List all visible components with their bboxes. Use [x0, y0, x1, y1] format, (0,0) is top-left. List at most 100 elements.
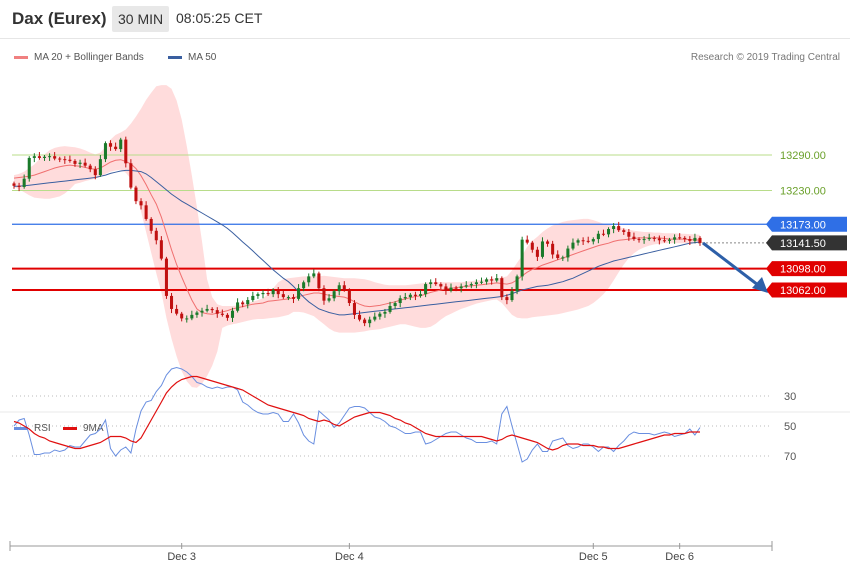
- ma20-line: [13, 159, 701, 315]
- candle-body-131: [678, 237, 682, 239]
- candle-body-100: [520, 239, 524, 277]
- legend-ma20: MA 20 + Bollinger Bands: [14, 52, 144, 63]
- candle-body-69: [363, 319, 367, 324]
- candle-body-104: [540, 241, 544, 257]
- candle-body-107: [556, 254, 560, 259]
- 9ma-line: [13, 375, 700, 451]
- candle-body-63: [332, 291, 336, 299]
- rsi-tick-2: 70: [784, 451, 796, 463]
- candle-body-19: [109, 143, 113, 147]
- candle-body-113: [586, 240, 590, 242]
- candle-body-105: [546, 241, 550, 244]
- candle-body-106: [551, 243, 555, 255]
- candle-body-99: [515, 276, 519, 292]
- candle-body-68: [358, 314, 362, 320]
- candle-body-38: [205, 308, 209, 311]
- candle-body-4: [32, 156, 36, 158]
- x-label-2: Dec 5: [579, 551, 608, 563]
- candle-body-59: [312, 273, 316, 277]
- candle-body-97: [505, 297, 509, 301]
- candle-body-121: [627, 231, 631, 237]
- candle-body-61: [322, 288, 326, 301]
- rsi-swatch: [14, 426, 28, 430]
- candle-body-79: [413, 294, 417, 296]
- candle-body-1: [17, 185, 21, 187]
- ma50-line: [13, 169, 701, 316]
- candle-body-8: [53, 156, 57, 159]
- candle-body-129: [667, 239, 672, 241]
- candle-body-22: [124, 139, 128, 164]
- candle-body-133: [688, 239, 692, 241]
- candle-body-42: [225, 314, 229, 318]
- candle-body-98: [510, 291, 514, 301]
- candle-body-36: [195, 312, 199, 315]
- level-label-3: 13141.50: [780, 238, 826, 250]
- symbol-title: Dax (Eurex): [12, 9, 107, 28]
- candle-body-29: [159, 240, 163, 259]
- candle-body-88: [459, 286, 463, 289]
- candle-body-103: [535, 249, 539, 257]
- candle-body-78: [408, 294, 412, 298]
- candle-body-101: [525, 239, 529, 243]
- candle-body-92: [479, 281, 484, 283]
- candle-body-126: [652, 237, 656, 239]
- level-tag-2: [766, 216, 847, 232]
- level-label-4: 13098.00: [780, 264, 826, 276]
- candle-body-127: [657, 238, 661, 241]
- ma20-swatch: [14, 55, 28, 59]
- candle-body-46: [246, 300, 250, 305]
- candle-body-81: [424, 284, 428, 295]
- candle-body-53: [281, 294, 285, 298]
- level-label-0: 13290.00: [780, 150, 826, 162]
- forecast-arrow-shaft: [702, 241, 759, 287]
- level-label-5: 13062.00: [780, 285, 826, 297]
- candle-body-87: [454, 287, 458, 289]
- candle-body-5: [37, 156, 41, 158]
- rsi-tick-0: 30: [784, 391, 796, 403]
- candle-body-2: [22, 178, 26, 187]
- candle-body-41: [220, 313, 224, 315]
- candle-body-76: [398, 298, 402, 304]
- candle-body-80: [418, 294, 423, 296]
- candle-body-24: [134, 187, 138, 202]
- bollinger-band: [14, 85, 700, 388]
- candle-body-91: [474, 282, 478, 285]
- forecast-arrow-head: [752, 277, 768, 293]
- candle-body-20: [114, 146, 118, 150]
- candle-body-49: [261, 292, 265, 295]
- candle-body-27: [149, 218, 153, 231]
- candle-body-118: [612, 226, 616, 230]
- timeframe-button[interactable]: 30 MIN: [112, 6, 170, 32]
- candle-body-83: [434, 282, 438, 285]
- candle-body-109: [566, 248, 570, 258]
- candle-body-3: [27, 157, 31, 179]
- candle-body-44: [236, 302, 240, 311]
- candle-body-96: [500, 278, 504, 298]
- candle-body-114: [591, 239, 595, 242]
- candle-body-25: [139, 201, 143, 206]
- candle-body-40: [215, 310, 219, 314]
- candle-body-75: [393, 303, 397, 306]
- candle-body-72: [378, 313, 382, 317]
- level-tag-5: [766, 282, 847, 298]
- candle-body-0: [12, 183, 16, 186]
- candle-body-73: [383, 311, 387, 314]
- candle-body-84: [439, 284, 443, 287]
- candle-body-66: [347, 290, 351, 304]
- candle-body-54: [286, 297, 290, 299]
- candle-body-71: [373, 316, 377, 320]
- candle-body-112: [581, 240, 585, 242]
- legend-rsi: RSI: [14, 423, 51, 434]
- candle-body-125: [647, 237, 651, 240]
- candle-body-16: [93, 169, 97, 176]
- x-label-0: Dec 3: [167, 551, 196, 563]
- x-label-3: Dec 6: [665, 551, 694, 563]
- candle-body-12: [73, 160, 77, 164]
- candle-body-130: [673, 237, 677, 240]
- candle-body-95: [495, 278, 499, 281]
- candle-body-47: [251, 295, 255, 301]
- candle-body-70: [368, 319, 372, 324]
- candle-body-128: [662, 240, 666, 242]
- level-tag-4: [766, 261, 847, 277]
